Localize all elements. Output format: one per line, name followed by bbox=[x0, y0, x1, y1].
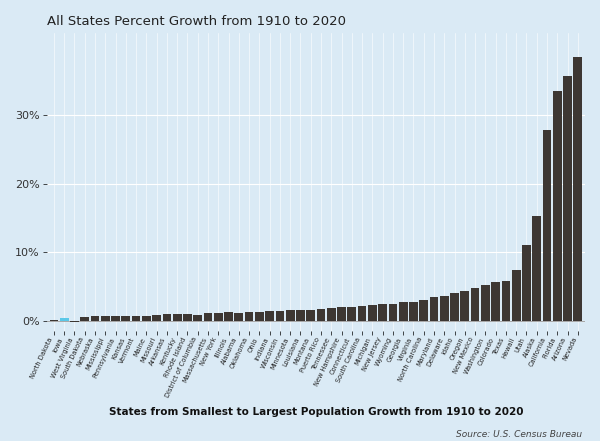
Bar bbox=[132, 316, 140, 321]
Bar bbox=[163, 314, 171, 321]
Bar bbox=[255, 312, 264, 321]
Bar bbox=[389, 303, 397, 321]
Bar bbox=[317, 309, 325, 321]
Text: Source: U.S. Census Bureau: Source: U.S. Census Bureau bbox=[456, 430, 582, 439]
Bar bbox=[101, 316, 110, 321]
Bar bbox=[563, 76, 572, 321]
Bar bbox=[173, 314, 182, 321]
Bar bbox=[60, 318, 68, 321]
Bar bbox=[378, 304, 387, 321]
Bar bbox=[203, 313, 212, 321]
Bar bbox=[430, 297, 439, 321]
Bar bbox=[235, 313, 243, 321]
Bar bbox=[111, 316, 120, 321]
Bar bbox=[152, 314, 161, 321]
Bar bbox=[214, 313, 223, 321]
Bar bbox=[347, 307, 356, 321]
Bar bbox=[193, 314, 202, 321]
Bar bbox=[399, 302, 407, 321]
Bar bbox=[337, 307, 346, 321]
Bar bbox=[80, 317, 89, 321]
Bar bbox=[502, 281, 510, 321]
Bar bbox=[296, 310, 305, 321]
Bar bbox=[574, 57, 582, 321]
Bar bbox=[275, 311, 284, 321]
Bar bbox=[307, 310, 315, 321]
Bar bbox=[327, 308, 335, 321]
Bar bbox=[491, 282, 500, 321]
Bar bbox=[265, 311, 274, 321]
Text: All States Percent Growth from 1910 to 2020: All States Percent Growth from 1910 to 2… bbox=[47, 15, 346, 28]
Bar bbox=[532, 216, 541, 321]
Bar bbox=[553, 91, 562, 321]
Bar bbox=[542, 131, 551, 321]
Bar bbox=[419, 300, 428, 321]
Bar bbox=[70, 321, 79, 322]
Bar bbox=[460, 291, 469, 321]
Bar bbox=[358, 306, 367, 321]
Bar bbox=[522, 245, 531, 321]
Bar bbox=[512, 269, 521, 321]
Bar bbox=[409, 302, 418, 321]
Bar bbox=[286, 310, 295, 321]
Bar bbox=[471, 288, 479, 321]
Bar bbox=[224, 312, 233, 321]
Bar bbox=[183, 314, 192, 321]
Bar bbox=[91, 316, 100, 321]
Bar bbox=[245, 312, 253, 321]
Bar bbox=[440, 296, 449, 321]
Bar bbox=[481, 285, 490, 321]
Bar bbox=[368, 305, 377, 321]
Bar bbox=[142, 316, 151, 321]
Bar bbox=[121, 316, 130, 321]
X-axis label: States from Smallest to Largest Population Growth from 1910 to 2020: States from Smallest to Largest Populati… bbox=[109, 407, 523, 417]
Bar bbox=[450, 293, 459, 321]
